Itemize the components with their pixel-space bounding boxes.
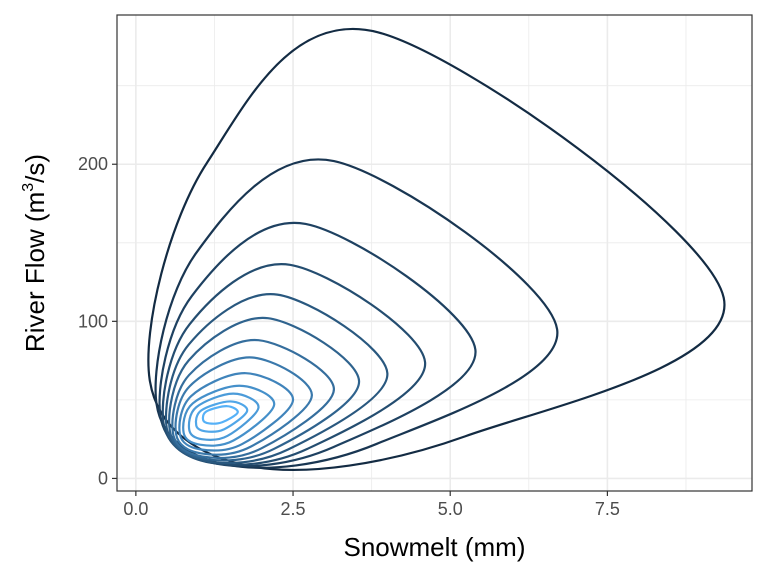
- y-axis-title-unit-tail: /s): [20, 154, 50, 183]
- contour-line-level-12: [194, 400, 249, 433]
- contour-line-level-1: [147, 27, 726, 471]
- contour-line-level-5: [164, 293, 389, 465]
- contour-line-level-6: [168, 316, 361, 462]
- contour-line-level-7: [171, 339, 336, 460]
- contour-lines: [147, 27, 726, 471]
- x-tick-label: 0.0: [123, 499, 148, 519]
- contour-line-level-4: [161, 263, 427, 466]
- contour-line-level-10: [182, 384, 276, 447]
- x-tick-label: 2.5: [281, 499, 306, 519]
- y-tick-label: 100: [78, 311, 108, 331]
- y-axis-title-superscript: 3: [20, 183, 37, 192]
- contour-line-level-2: [154, 158, 559, 469]
- y-tick-label: 0: [98, 468, 108, 488]
- x-tick-label: 5.0: [438, 499, 463, 519]
- x-tick-label: 7.5: [595, 499, 620, 519]
- y-axis-title-unit: (m: [20, 192, 50, 222]
- contour-line-level-3: [158, 221, 477, 468]
- y-tick-label: 200: [78, 154, 108, 174]
- axis-ticks: 0.0 2.5 5.0 7.5 0 100 200: [78, 154, 620, 519]
- plot-panel: [117, 15, 752, 491]
- x-axis-title: Snowmelt (mm): [343, 532, 525, 562]
- contour-line-level-13: [201, 405, 239, 425]
- contour-line-level-8: [174, 356, 314, 456]
- y-axis-title: River Flow (m3/s): [20, 154, 50, 352]
- grid-lines: [117, 15, 752, 491]
- contour-line-level-11: [187, 392, 260, 442]
- panel-border: [116, 14, 753, 492]
- contour-line-level-9: [178, 372, 295, 452]
- y-axis-title-main: River Flow: [20, 222, 50, 352]
